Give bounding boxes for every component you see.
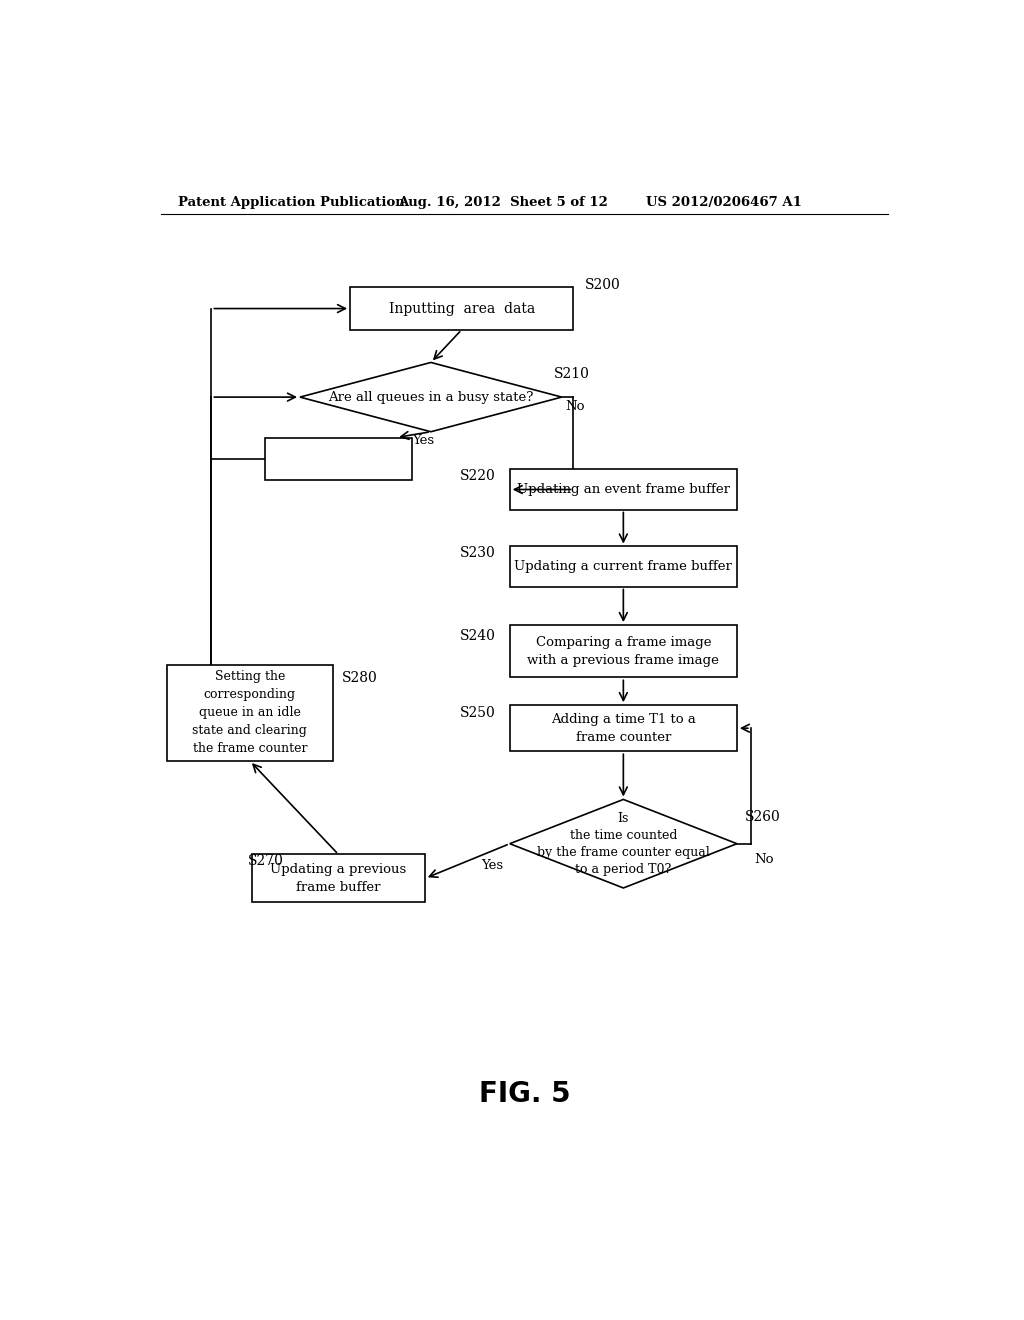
Text: S230: S230 [460, 545, 496, 560]
Text: S280: S280 [342, 671, 378, 685]
Text: S250: S250 [460, 706, 496, 719]
Text: Inputting  area  data: Inputting area data [388, 301, 535, 315]
Text: Setting the
corresponding
queue in an idle
state and clearing
the frame counter: Setting the corresponding queue in an id… [193, 671, 307, 755]
FancyBboxPatch shape [510, 546, 737, 586]
Text: Yes: Yes [481, 859, 504, 871]
Text: S270: S270 [248, 854, 284, 869]
Polygon shape [510, 800, 737, 888]
Text: Updating an event frame buffer: Updating an event frame buffer [517, 483, 730, 496]
Text: S200: S200 [585, 279, 621, 293]
Text: FIG. 5: FIG. 5 [479, 1080, 570, 1107]
Text: Are all queues in a busy state?: Are all queues in a busy state? [328, 391, 534, 404]
Text: S210: S210 [554, 367, 590, 381]
Text: Patent Application Publication: Patent Application Publication [178, 195, 406, 209]
Text: Is
the time counted
by the frame counter equal
to a period T0?: Is the time counted by the frame counter… [537, 812, 710, 875]
Text: S220: S220 [460, 469, 496, 483]
Text: S240: S240 [460, 628, 496, 643]
FancyBboxPatch shape [510, 470, 737, 510]
Text: No: No [565, 400, 585, 413]
Text: Updating a previous
frame buffer: Updating a previous frame buffer [270, 863, 407, 894]
FancyBboxPatch shape [510, 626, 737, 677]
FancyBboxPatch shape [510, 705, 737, 751]
FancyBboxPatch shape [167, 665, 333, 760]
Text: Adding a time T1 to a
frame counter: Adding a time T1 to a frame counter [551, 713, 695, 743]
Text: Comparing a frame image
with a previous frame image: Comparing a frame image with a previous … [527, 636, 719, 667]
Text: Updating a current frame buffer: Updating a current frame buffer [514, 560, 732, 573]
Polygon shape [300, 363, 562, 432]
Text: S260: S260 [744, 809, 780, 824]
FancyBboxPatch shape [252, 854, 425, 903]
Text: Aug. 16, 2012  Sheet 5 of 12: Aug. 16, 2012 Sheet 5 of 12 [398, 195, 608, 209]
FancyBboxPatch shape [265, 437, 412, 480]
Text: No: No [755, 853, 774, 866]
Text: Yes: Yes [412, 434, 434, 447]
Text: US 2012/0206467 A1: US 2012/0206467 A1 [646, 195, 803, 209]
FancyBboxPatch shape [350, 288, 573, 330]
